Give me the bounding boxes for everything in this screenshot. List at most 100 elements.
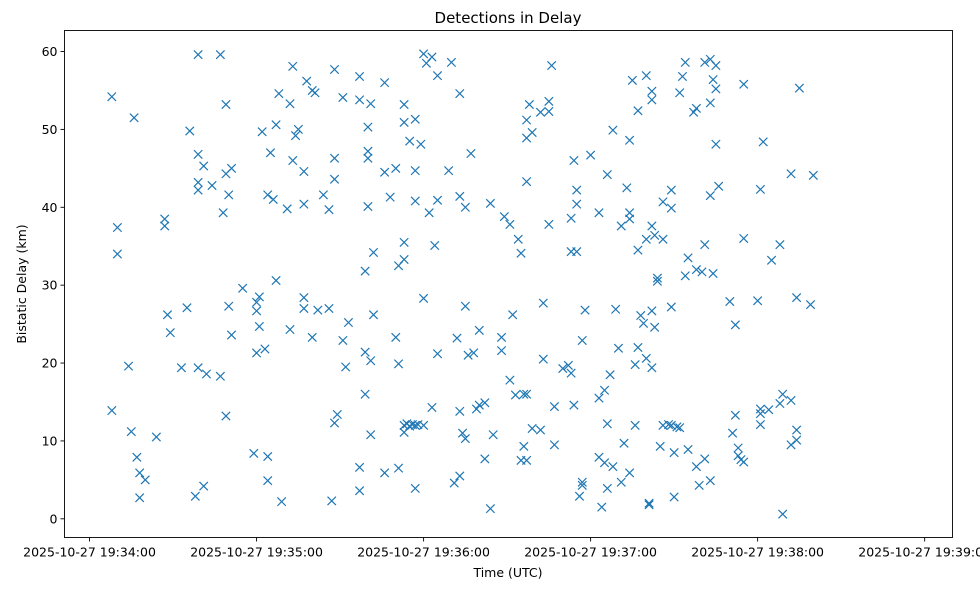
data-point [430,240,440,251]
x-tick-label: 2025-10-27 19:35:00 [190,545,323,560]
data-point [641,234,651,244]
data-point [691,462,702,472]
data-point [226,330,237,340]
data-point [602,169,612,180]
data-point [393,359,404,369]
data-point [644,498,654,508]
data-point [647,86,657,96]
data-point [535,107,546,117]
data-point [602,419,612,429]
data-point [135,493,145,503]
data-point [691,264,702,275]
x-tick-label: 2025-10-27 19:34:00 [23,545,156,560]
data-point [123,361,134,371]
data-point [254,321,264,332]
data-point [636,310,646,321]
data-point [452,333,462,343]
data-point [193,185,203,195]
data-point [725,296,735,307]
data-point [708,268,718,279]
data-point [299,166,309,177]
data-point [805,300,816,310]
data-point [521,176,532,187]
data-point [650,230,660,240]
data-point [778,509,788,519]
data-point [360,389,370,399]
data-point [329,174,340,184]
data-point [616,477,626,487]
data-point [399,99,409,110]
data-point [251,306,262,316]
y-tick-label: 50 [42,122,58,137]
data-point [647,363,657,373]
data-point [538,354,548,364]
data-point [393,463,404,473]
data-point [107,92,117,102]
data-point [290,131,301,141]
data-point [160,214,170,224]
data-point [274,88,284,99]
data-point [310,88,320,98]
data-point [513,234,523,244]
data-point [666,420,676,430]
data-point [791,435,802,445]
data-point [786,440,796,450]
data-point [460,301,470,311]
data-point [566,213,576,223]
data-point [263,451,273,462]
data-point [463,350,473,360]
data-point [563,360,573,371]
data-point [363,201,373,212]
data-point [469,348,479,358]
data-point [391,163,401,173]
data-point [474,325,484,335]
data-point [249,448,259,459]
data-point [672,422,682,432]
data-point [633,342,643,353]
data-point [193,149,203,159]
data-point [608,462,618,472]
data-point [224,190,234,200]
data-point [182,303,192,313]
x-axis: 2025-10-27 19:34:00 2025-10-27 19:35:00 20… [23,537,980,560]
data-point [446,57,457,68]
data-point [263,476,273,486]
data-point [427,52,437,62]
data-point [624,135,635,145]
data-point [510,390,521,400]
x-tick-label: 2025-10-27 19:37:00 [524,545,657,560]
data-point [288,61,298,71]
data-point [455,406,465,416]
data-point [107,405,117,416]
data-point [708,74,718,85]
data-point [199,161,209,171]
data-point [263,190,273,200]
data-point [627,75,637,85]
data-point [524,99,535,110]
data-point [329,153,340,163]
data-point [733,443,743,453]
data-point [655,441,665,452]
data-point [666,185,676,195]
data-point [360,266,370,276]
data-point [224,301,234,311]
data-point [324,205,334,215]
data-point [566,368,576,378]
data-point [329,418,340,428]
data-point [727,428,738,438]
data-point [218,208,228,218]
data-point [480,454,490,464]
data-point [193,50,203,60]
data-point [299,293,309,303]
data-point [791,293,802,303]
data-point [499,212,509,222]
data-point [508,310,518,320]
data-point [519,389,529,399]
data-point [624,214,635,224]
data-point [363,146,373,156]
data-point [794,83,805,93]
data-point [683,444,693,455]
data-point [791,425,802,435]
data-point [775,398,785,409]
